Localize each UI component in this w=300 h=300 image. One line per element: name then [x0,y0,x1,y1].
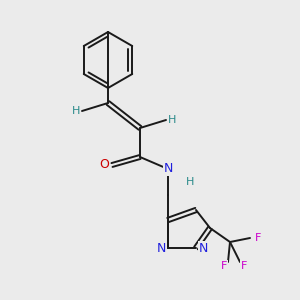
Text: H: H [168,115,176,125]
Text: O: O [99,158,109,172]
Text: N: N [156,242,166,254]
Text: F: F [221,261,227,271]
Text: H: H [72,106,80,116]
Text: F: F [241,261,247,271]
Text: N: N [163,163,173,176]
Text: F: F [255,233,261,243]
Text: N: N [198,242,208,254]
Text: H: H [186,177,194,187]
